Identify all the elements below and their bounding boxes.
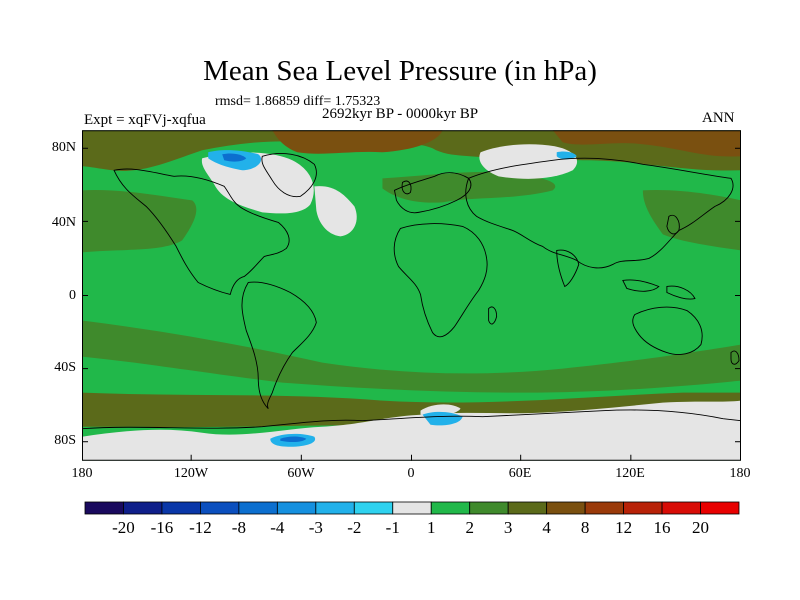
map-title: Mean Sea Level Pressure (in hPa) — [203, 55, 597, 87]
field-antarctic-white — [82, 400, 741, 461]
field-arctic-brown-east — [552, 130, 741, 157]
experiment-label: Expt = xqFVj-xqfua — [84, 112, 206, 128]
field-arctic-brown — [272, 130, 443, 154]
colorbar-label-1: -16 — [150, 518, 174, 537]
x-tick-0: 0 — [407, 466, 415, 481]
colorbar-label-4: -4 — [270, 518, 285, 537]
colorbar-label-15: 20 — [692, 518, 710, 537]
colorbar-label-13: 12 — [615, 518, 633, 537]
x-tick-180w: 180 — [71, 466, 93, 481]
field-southern-band — [82, 320, 741, 393]
colorbar-box-11 — [507, 501, 548, 515]
colorbar-box-2 — [161, 501, 201, 515]
colorbar-label-14: 16 — [653, 518, 671, 537]
colorbar-label-8: 1 — [426, 518, 436, 537]
colorbar-box-7 — [353, 501, 394, 515]
stats-text: rmsd= 1.86859 diff= 1.75323 — [215, 94, 381, 109]
colorbar-label-6: -2 — [347, 518, 362, 537]
colorbar-label-7: -1 — [385, 518, 400, 537]
colorbar-box-9 — [430, 501, 471, 515]
colorbar-label-3: -8 — [231, 518, 246, 537]
colorbar-box-3 — [200, 501, 240, 515]
colorbar-box-15 — [661, 501, 701, 515]
colorbar-box-14 — [623, 501, 663, 515]
colorbar-label-12: 8 — [580, 518, 590, 537]
colorbar-box-16 — [700, 501, 740, 515]
colorbar-label-5: -3 — [308, 518, 323, 537]
period-label: 2692kyr BP - 0000kyr BP — [321, 106, 479, 122]
y-tick-0: 0 — [69, 288, 76, 303]
colorbar-box-12 — [546, 501, 586, 515]
colorbar-label-2: -12 — [189, 518, 212, 537]
field-amundsen-cyan — [422, 411, 463, 426]
colorbar-box-6 — [315, 501, 355, 515]
colorbar-box-13 — [584, 501, 624, 515]
coastlines — [82, 153, 741, 430]
field-greenland-white — [201, 152, 314, 214]
colorbar-label-11: 4 — [542, 518, 551, 537]
field-svalbard-cyan — [556, 151, 577, 160]
y-tick-80n: 80N — [51, 140, 76, 155]
colorbar-label-10: 3 — [503, 518, 513, 537]
field-ross-sea-blue — [280, 436, 307, 443]
field-canadian-arctic-blue — [222, 153, 247, 162]
colorbar-box-10 — [469, 501, 509, 515]
field-asia-band — [642, 190, 741, 251]
season-label: ANN — [702, 110, 735, 126]
colorbar-box-8 — [392, 501, 432, 515]
y-tick-40s: 40S — [54, 360, 76, 375]
colorbar-label-0: -20 — [112, 518, 135, 537]
x-tick-180e: 180 — [729, 466, 751, 481]
colorbar-box-4 — [238, 501, 278, 515]
x-tick-60e: 60E — [508, 466, 532, 481]
field-north-pacific-band — [82, 190, 197, 253]
pressure-map — [82, 130, 741, 461]
y-tick-40n: 40N — [51, 215, 76, 230]
colorbar — [84, 501, 740, 515]
x-tick-60w: 60W — [287, 466, 315, 481]
x-tick-120e: 120E — [615, 466, 645, 481]
colorbar-box-1 — [123, 501, 163, 515]
colorbar-box-5 — [276, 501, 317, 515]
colorbar-box-0 — [84, 501, 124, 515]
x-tick-120w: 120W — [173, 466, 209, 481]
colorbar-label-9: 2 — [465, 518, 474, 537]
field-siberia-white — [479, 144, 578, 179]
y-tick-80s: 80S — [54, 433, 76, 448]
axis-ticks — [82, 147, 741, 461]
field-north-atlantic-band — [382, 171, 556, 203]
field-atlantic-white — [314, 186, 357, 237]
